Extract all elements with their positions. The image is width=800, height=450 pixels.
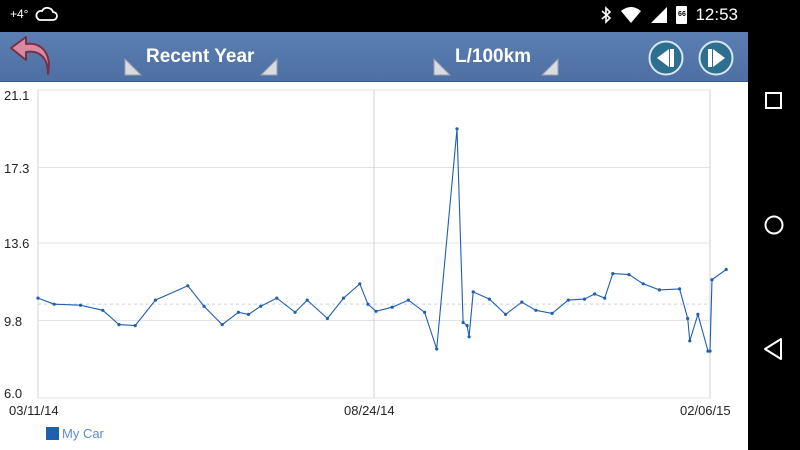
data-point (36, 296, 40, 300)
x-tick-label: 08/24/14 (344, 403, 395, 418)
data-point (566, 298, 570, 302)
data-point (293, 310, 297, 314)
data-point (435, 347, 439, 351)
data-point (657, 288, 662, 292)
data-point (406, 298, 410, 302)
y-tick-label: 6.0 (4, 386, 23, 401)
data-point (390, 305, 394, 309)
data-point (504, 312, 508, 316)
data-point (724, 267, 728, 272)
legend-label: My Car (62, 426, 104, 441)
back-button[interactable] (8, 36, 54, 78)
x-tick-label: 03/11/14 (9, 403, 59, 418)
previous-button[interactable] (648, 40, 684, 76)
data-point (593, 292, 597, 296)
data-point (603, 296, 607, 300)
data-point (101, 308, 105, 312)
x-tick-label: 02/06/15 (680, 403, 731, 418)
unit-selector-label: L/100km (455, 46, 532, 67)
data-point (305, 298, 309, 302)
data-point (342, 296, 346, 300)
data-point (550, 311, 554, 315)
signal-icon (651, 7, 668, 23)
data-point (153, 298, 157, 302)
data-point (366, 302, 370, 306)
data-point (467, 335, 471, 339)
y-tick-label: 17.3 (4, 161, 30, 176)
data-point (696, 312, 700, 316)
data-point (461, 320, 465, 325)
data-point (275, 296, 279, 300)
status-left: +4° (10, 6, 59, 22)
data-point (358, 282, 362, 286)
data-point (678, 287, 682, 291)
data-point (520, 300, 524, 304)
line-chart[interactable] (0, 82, 748, 450)
wifi-icon (621, 7, 642, 23)
data-point (236, 310, 240, 314)
y-tick-label: 21.1 (4, 88, 30, 103)
back-icon[interactable] (762, 337, 784, 361)
dropdown-corner-icon (433, 58, 451, 76)
cloud-icon (35, 6, 59, 21)
y-tick-label: 13.6 (4, 236, 30, 251)
data-point (259, 304, 263, 308)
data-point (220, 323, 224, 327)
navigation-bar (748, 0, 800, 450)
next-button[interactable] (698, 40, 734, 76)
data-point (325, 316, 329, 321)
temperature: +4° (10, 7, 29, 21)
chart-area: 21.1 17.3 13.6 9.8 6.0 03/11/14 08/24/14… (0, 82, 748, 450)
app-bar: Recent Year L/100km (0, 32, 748, 82)
data-point (710, 278, 714, 282)
data-point (374, 309, 378, 313)
data-point (78, 303, 83, 307)
data-point (582, 297, 587, 301)
skip-next-icon (698, 40, 734, 76)
battery-icon: 66 (676, 6, 688, 24)
recents-icon[interactable] (764, 91, 784, 111)
skip-previous-icon (648, 40, 684, 76)
data-point (708, 349, 712, 353)
data-point (455, 127, 459, 131)
status-bar: +4° 66 12:53 (0, 0, 748, 32)
data-point (465, 324, 469, 328)
data-point (471, 290, 475, 294)
bluetooth-icon (601, 6, 612, 24)
data-point (611, 272, 615, 276)
data-point (246, 312, 251, 316)
unit-selector[interactable]: L/100km (431, 32, 561, 82)
legend-swatch (46, 427, 59, 440)
data-point (688, 339, 692, 343)
data-point (133, 324, 137, 328)
y-tick-label: 9.8 (4, 314, 23, 329)
battery-level: 66 (678, 11, 686, 18)
dropdown-corner-icon (260, 58, 278, 76)
series-points (36, 127, 728, 353)
dropdown-corner-icon (541, 58, 559, 76)
data-point (202, 304, 206, 308)
chart-legend: My Car (46, 426, 104, 441)
plot-frame (37, 89, 711, 399)
dropdown-corner-icon (124, 58, 142, 76)
data-point (686, 316, 690, 321)
data-point (627, 273, 631, 277)
data-point (186, 284, 190, 288)
period-selector-label: Recent Year (146, 46, 255, 67)
clock: 12:53 (695, 5, 738, 24)
data-point (423, 310, 427, 314)
data-point (641, 282, 645, 286)
home-icon[interactable] (763, 214, 785, 236)
data-point (487, 297, 491, 301)
data-point (534, 308, 538, 312)
data-point (52, 302, 56, 306)
undo-arrow-icon (10, 36, 50, 75)
data-point (117, 323, 121, 327)
period-selector[interactable]: Recent Year (122, 32, 280, 82)
status-right: 66 12:53 (600, 5, 738, 25)
